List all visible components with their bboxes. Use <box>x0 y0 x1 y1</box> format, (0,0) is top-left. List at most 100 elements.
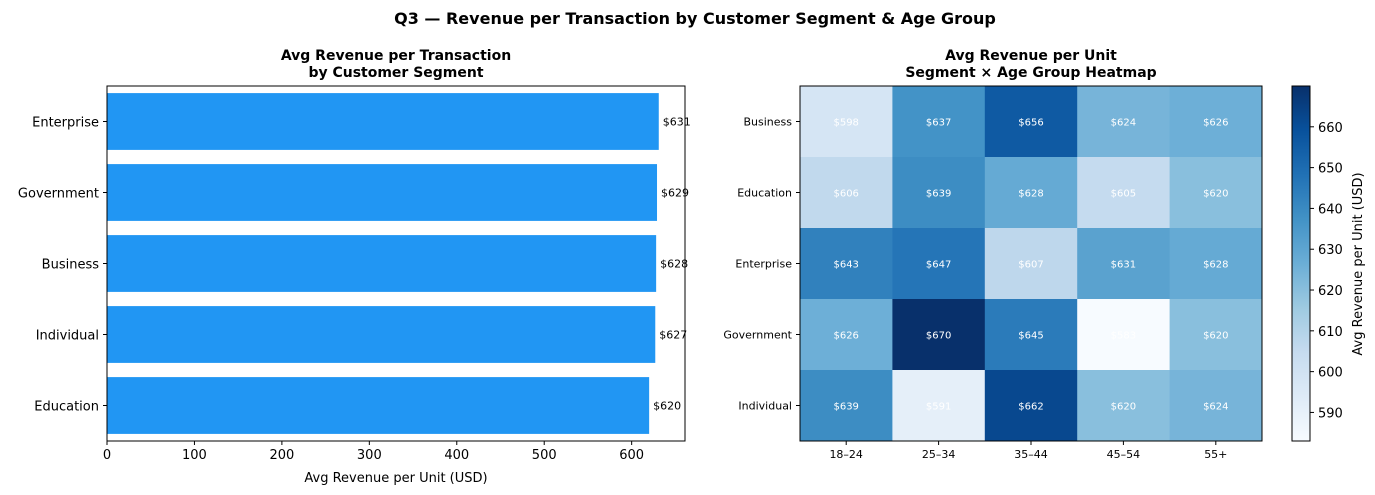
bar-axes-frame <box>106 85 686 442</box>
heatmap-cell-label: $662 <box>1018 402 1043 413</box>
heatmap-cell-label: $624 <box>1203 402 1228 413</box>
heatmap-cell-label: $620 <box>1111 402 1136 413</box>
heatmap-cell <box>984 86 1078 158</box>
heatmap-cell-label: $628 <box>1018 189 1043 200</box>
bar-data-label: $629 <box>661 187 689 200</box>
colorbar-tick-label: 600 <box>1318 366 1343 381</box>
bar-title-line1: Avg Revenue per Transaction <box>281 48 511 64</box>
heatmap-cell <box>1169 86 1263 158</box>
heatmap-cell-label: $639 <box>926 189 951 200</box>
x-tick-label: 200 <box>269 448 294 463</box>
bar-government <box>107 164 658 221</box>
heatmap-cell <box>800 299 893 371</box>
heatmap-cell-label: $606 <box>833 189 858 200</box>
heatmap-cell <box>1077 228 1171 300</box>
heatmap-cell <box>1077 157 1171 229</box>
heatmap-cell-label: $631 <box>1111 260 1136 271</box>
y-tick-label: Education <box>34 400 99 415</box>
heatmap-cell-label: $583 <box>1111 331 1136 342</box>
colorbar-tick-label: 650 <box>1318 162 1343 177</box>
heatmap-cell <box>1077 299 1171 371</box>
heatmap-cell <box>800 228 893 300</box>
heatmap-cell <box>1169 370 1263 442</box>
heatmap-cell <box>984 299 1078 371</box>
x-tick-label: 600 <box>619 448 644 463</box>
heatmap-cell <box>892 157 986 229</box>
colorbar-tick-label: 640 <box>1318 202 1343 217</box>
colorbar-tick-label: 610 <box>1318 325 1343 340</box>
heatmap-cell <box>1077 370 1171 442</box>
heatmap-cell-label: $620 <box>1203 189 1228 200</box>
heatmap-cell-label: $605 <box>1111 189 1136 200</box>
bar-education <box>107 377 650 434</box>
x-tick-label: 0 <box>103 448 111 463</box>
bar-data-label: $620 <box>653 400 681 413</box>
column-label: 25–34 <box>922 448 956 461</box>
x-tick-label: 400 <box>444 448 469 463</box>
heatmap-cell-label: $645 <box>1018 331 1043 342</box>
heatmap-cell <box>1077 86 1171 158</box>
heatmap-cell <box>1169 299 1263 371</box>
heatmap-frame <box>799 85 1263 442</box>
heatmap-title-line2: Segment × Age Group Heatmap <box>905 65 1156 81</box>
heatmap-cell <box>892 86 986 158</box>
x-tick-label: 100 <box>182 448 207 463</box>
x-tick-label: 500 <box>532 448 557 463</box>
bar-chart: $631 Enterprise $629 Government $628 Business… <box>18 85 691 463</box>
heatmap-cell-label: $670 <box>926 331 951 342</box>
bar-enterprise <box>107 93 659 150</box>
bar-data-label: $628 <box>660 258 688 271</box>
colorbar-tick-label: 620 <box>1318 284 1343 299</box>
heatmap-cell-label: $626 <box>833 331 858 342</box>
row-label: Government <box>723 329 792 342</box>
bar-individual <box>107 306 656 363</box>
heatmap-cell <box>984 157 1078 229</box>
column-label: 35–44 <box>1014 448 1048 461</box>
colorbar-bar <box>1291 85 1311 442</box>
column-label: 18–24 <box>829 448 863 461</box>
heatmap-cell-label: $637 <box>926 118 951 129</box>
heatmap: $598 $637 $656 $624 $626 Business $606 $639 $628… <box>723 85 1263 461</box>
heatmap-cell-label: $607 <box>1018 260 1043 271</box>
row-label: Education <box>737 187 792 200</box>
colorbar-tick-label: 630 <box>1318 243 1343 258</box>
y-tick-label: Enterprise <box>32 116 99 131</box>
bar-title-line2: by Customer Segment <box>308 65 483 81</box>
bar-xlabel: Avg Revenue per Unit (USD) <box>304 471 487 486</box>
bar-data-label: $627 <box>659 329 687 342</box>
colorbar-tick-label: 660 <box>1318 121 1343 136</box>
heatmap-cell <box>1169 228 1263 300</box>
bar-business <box>107 235 657 292</box>
heatmap-cell-label: $624 <box>1111 118 1136 129</box>
heatmap-cell-label: $647 <box>926 260 951 271</box>
heatmap-cell-label: $591 <box>926 402 951 413</box>
heatmap-title-line1: Avg Revenue per Unit <box>945 48 1117 64</box>
column-label: 55+ <box>1204 448 1227 461</box>
heatmap-cell <box>892 299 986 371</box>
colorbar-tick-label: 590 <box>1318 406 1343 421</box>
row-label: Business <box>743 116 792 129</box>
heatmap-cell-label: $628 <box>1203 260 1228 271</box>
heatmap-cell <box>984 370 1078 442</box>
heatmap-cell <box>1169 157 1263 229</box>
heatmap-cell <box>984 228 1078 300</box>
heatmap-cell-label: $639 <box>833 402 858 413</box>
row-label: Individual <box>738 400 792 413</box>
colorbar-label: Avg Revenue per Unit (USD) <box>1351 172 1366 355</box>
suptitle: Q3 — Revenue per Transaction by Customer… <box>394 9 996 28</box>
heatmap-cell-label: $620 <box>1203 331 1228 342</box>
x-tick-label: 300 <box>357 448 382 463</box>
bar-data-label: $631 <box>663 116 691 129</box>
heatmap-cell-label: $656 <box>1018 118 1043 129</box>
y-tick-label: Individual <box>36 329 99 344</box>
heatmap-cell <box>800 157 893 229</box>
y-tick-label: Business <box>42 258 100 273</box>
column-label: 45–54 <box>1107 448 1141 461</box>
heatmap-cell <box>892 370 986 442</box>
colorbar: 590 600 610 620 630 640 650 660 <box>1291 85 1343 442</box>
row-label: Enterprise <box>735 258 792 271</box>
y-tick-label: Government <box>18 187 99 202</box>
heatmap-cell-label: $598 <box>833 118 858 129</box>
